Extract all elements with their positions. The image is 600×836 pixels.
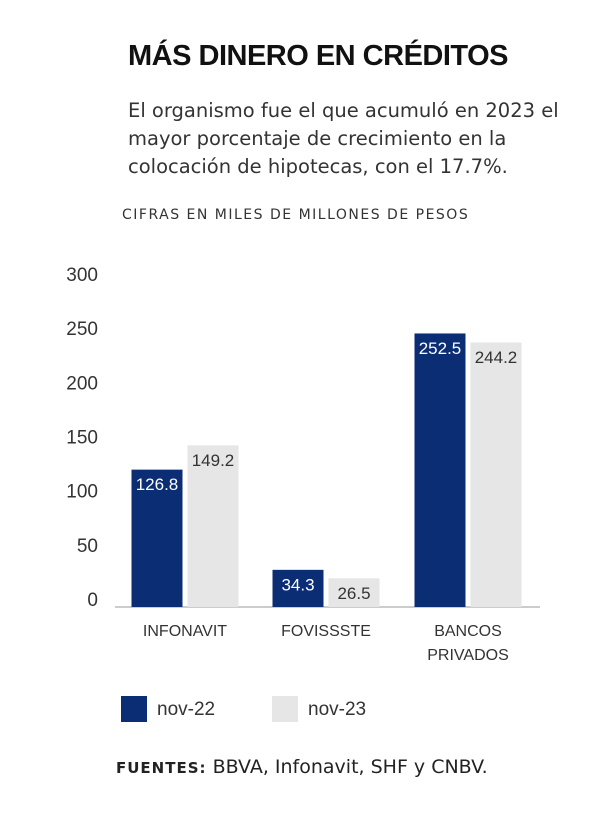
y-tick-label: 100 (66, 482, 98, 503)
chart-title: MÁS DINERO EN CRÉDITOS (128, 40, 509, 72)
y-axis-label: CIFRAS EN MILES DE MILLONES DE PESOS (122, 207, 470, 223)
legend-swatch (121, 696, 147, 722)
legend-swatch (272, 696, 298, 722)
y-tick-label: 300 (66, 265, 98, 286)
source-label: FUENTES: (116, 759, 207, 777)
x-tick-label: FOVISSSTE (281, 623, 371, 640)
value-label: 244.2 (475, 348, 518, 367)
x-tick-label: BANCOS PRIVADOS (427, 623, 509, 664)
legend-label: nov-23 (308, 699, 366, 720)
y-tick-label: 250 (66, 319, 98, 340)
chart-subtitle: El organismo fue el que acumuló en 2023 … (128, 99, 559, 178)
source-text: BBVA, Infonavit, SHF y CNBV. (212, 756, 488, 778)
value-label: 252.5 (419, 339, 462, 358)
legend-label: nov-22 (157, 699, 215, 720)
value-label: 34.3 (281, 575, 314, 594)
bar (131, 469, 183, 607)
x-tick-label: INFONAVIT (142, 623, 228, 640)
bar (328, 578, 380, 607)
y-tick-label: 0 (87, 590, 98, 611)
bar (187, 445, 239, 607)
y-tick-label: 200 (66, 373, 98, 394)
value-label: 149.2 (192, 451, 235, 470)
value-label: 126.8 (136, 475, 179, 494)
y-tick-label: 150 (66, 428, 98, 449)
bar (272, 569, 324, 607)
bar (414, 333, 466, 607)
y-tick-label: 50 (77, 536, 98, 557)
bar (470, 342, 522, 607)
source: FUENTES: BBVA, Infonavit, SHF y CNBV. (116, 756, 488, 778)
value-label: 26.5 (337, 584, 370, 603)
